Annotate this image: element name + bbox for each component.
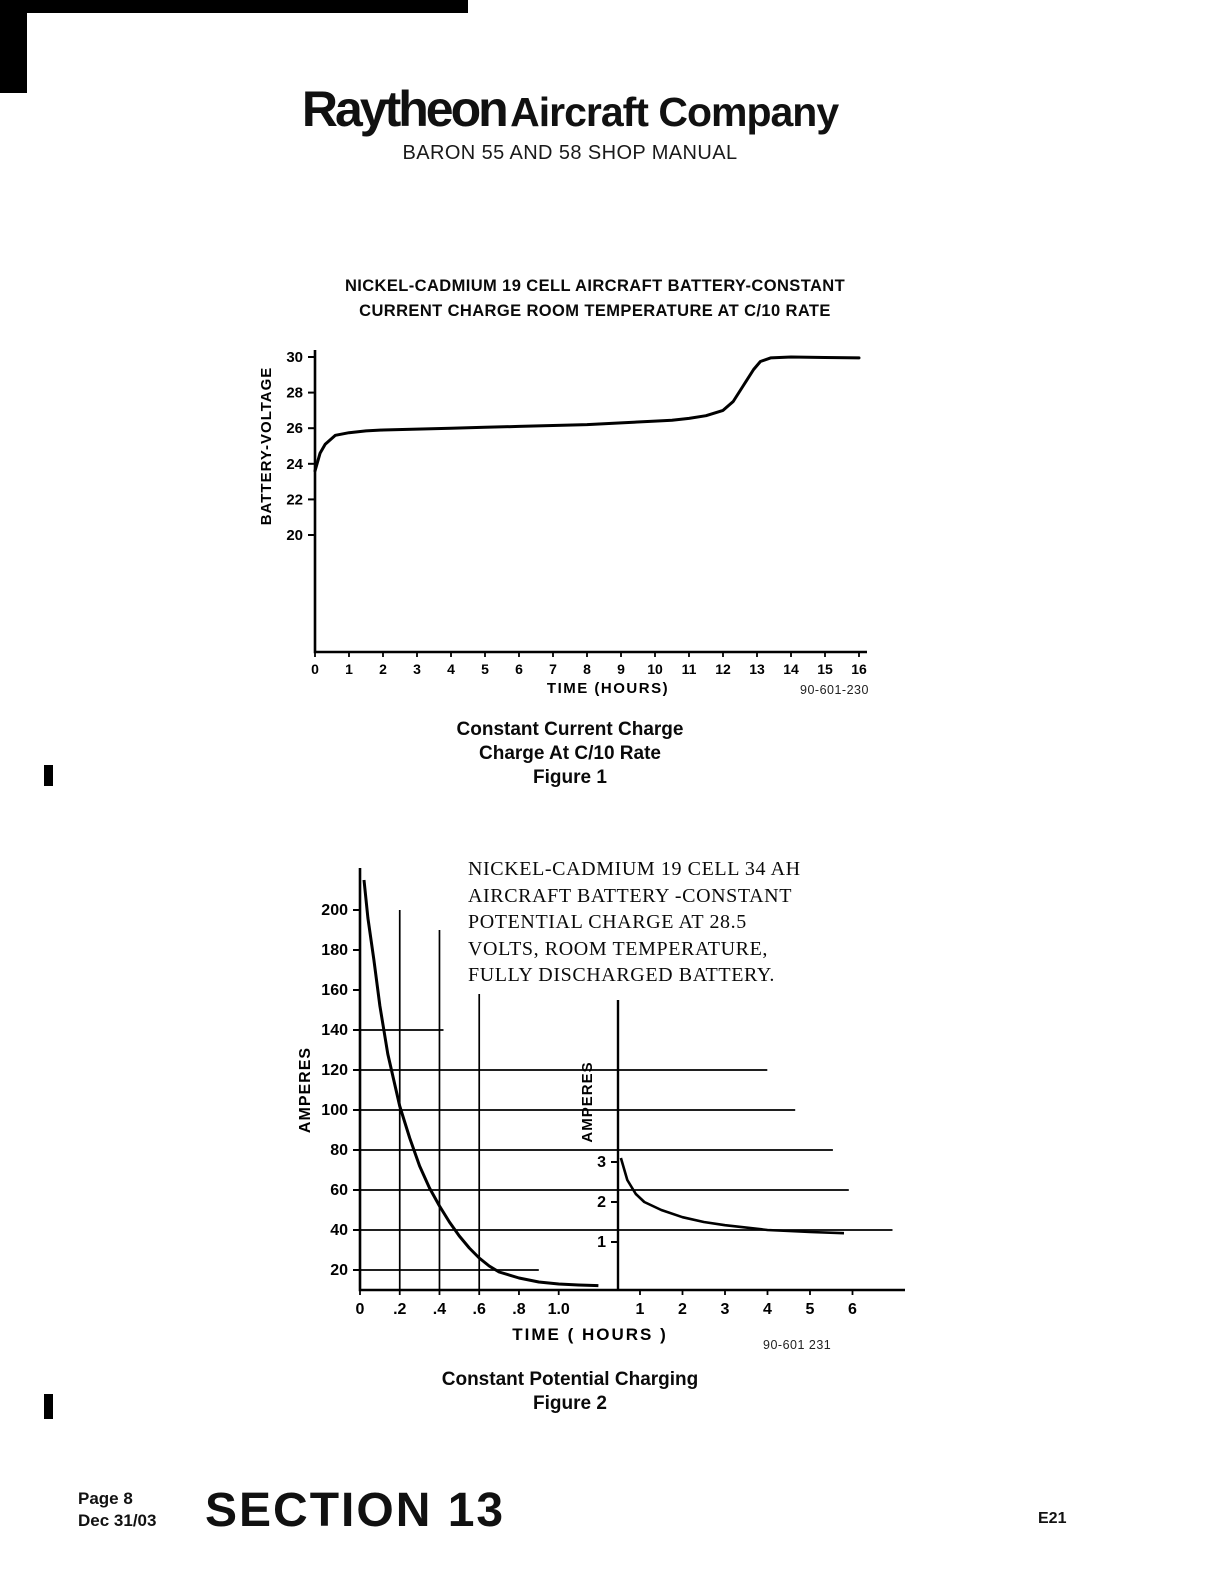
svg-text:1: 1	[345, 661, 353, 677]
svg-text:100: 100	[321, 1102, 348, 1119]
svg-text:3: 3	[413, 661, 421, 677]
svg-text:.2: .2	[393, 1301, 406, 1318]
svg-text:80: 80	[330, 1142, 348, 1159]
figure-2-caption: Constant Potential Charging Figure 2	[270, 1368, 870, 1416]
figure-2-title-line: POTENTIAL CHARGE AT 28.5	[468, 911, 747, 934]
svg-text:6: 6	[515, 661, 523, 677]
svg-text:0: 0	[356, 1301, 365, 1318]
svg-text:30: 30	[286, 349, 303, 366]
svg-text:2: 2	[678, 1301, 687, 1318]
svg-text:28: 28	[286, 385, 303, 402]
company-name: Aircraft Company	[510, 89, 839, 135]
svg-text:24: 24	[286, 456, 303, 473]
figure-2-title-line: VOLTS, ROOM TEMPERATURE,	[468, 937, 768, 960]
figure-1-title: NICKEL-CADMIUM 19 CELL AIRCRAFT BATTERY-…	[255, 274, 935, 324]
figure-1-caption-line: Charge At C/10 Rate	[479, 742, 661, 764]
svg-text:2: 2	[379, 661, 387, 677]
svg-text:1.0: 1.0	[548, 1301, 570, 1318]
svg-text:16: 16	[851, 661, 867, 677]
svg-text:.8: .8	[512, 1301, 525, 1318]
manual-title: BARON 55 AND 58 SHOP MANUAL	[402, 142, 738, 164]
svg-text:BATTERY-VOLTAGE: BATTERY-VOLTAGE	[258, 367, 275, 526]
figure-1-reference-number: 90-601-230	[800, 683, 869, 697]
scan-artifact-left-bar	[0, 0, 27, 93]
svg-text:200: 200	[321, 902, 348, 919]
company-wordmark: Raytheon Aircraft Company	[0, 80, 1140, 138]
svg-text:8: 8	[583, 661, 591, 677]
revision-mark-1	[44, 765, 53, 786]
svg-text:4: 4	[447, 661, 455, 677]
svg-text:7: 7	[549, 661, 557, 677]
svg-text:3: 3	[721, 1301, 730, 1318]
svg-text:4: 4	[763, 1301, 772, 1318]
figure-1-title-line-1: NICKEL-CADMIUM 19 CELL AIRCRAFT BATTERY-…	[344, 277, 846, 295]
svg-text:AMPERES: AMPERES	[297, 1047, 314, 1133]
svg-text:9: 9	[617, 661, 625, 677]
page-header: Raytheon Aircraft Company BARON 55 AND 5…	[0, 80, 1140, 165]
figure-1-title-line-2: CURRENT CHARGE ROOM TEMPERATURE AT C/10 …	[359, 301, 831, 320]
figure-2-title-line: FULLY DISCHARGED BATTERY.	[468, 964, 775, 987]
figure-2-title-line: AIRCRAFT BATTERY -CONSTANT	[468, 884, 793, 907]
svg-text:TIME ( HOURS ): TIME ( HOURS )	[512, 1325, 668, 1344]
svg-text:14: 14	[783, 661, 799, 677]
raytheon-logo: Raytheon	[301, 81, 509, 137]
svg-text:10: 10	[647, 661, 663, 677]
figure-2-chart: 20 40 60 80 100 120 140 160 180 200 0 .2 .4 .6 .8 1.0 1 2…	[297, 868, 905, 1344]
svg-text:26: 26	[286, 420, 303, 437]
figure-1-caption: Constant Current Charge Charge At C/10 R…	[270, 718, 870, 789]
svg-text:11: 11	[682, 661, 697, 677]
figure-2-title: NICKEL-CADMIUM 19 CELL 34 AH AIRCRAFT BA…	[468, 856, 878, 989]
svg-text:20: 20	[286, 527, 303, 544]
svg-text:5: 5	[481, 661, 489, 677]
figure-1-caption-line: Figure 1	[533, 766, 607, 788]
figure-2-caption-line: Constant Potential Charging	[441, 1369, 699, 1390]
svg-text:1: 1	[636, 1301, 645, 1318]
footer-page-number: Page 8	[78, 1489, 133, 1508]
svg-text:3: 3	[597, 1154, 606, 1171]
svg-text:1: 1	[597, 1234, 606, 1251]
svg-text:180: 180	[321, 942, 348, 959]
svg-text:6: 6	[848, 1301, 857, 1318]
scan-artifact-top-bar	[0, 0, 468, 13]
svg-text:140: 140	[321, 1022, 348, 1039]
svg-text:20: 20	[330, 1262, 348, 1279]
svg-text:AMPERES: AMPERES	[579, 1061, 596, 1142]
footer-date: Dec 31/03	[78, 1511, 157, 1530]
svg-text:0: 0	[311, 661, 319, 677]
svg-text:2: 2	[597, 1194, 606, 1211]
svg-text:60: 60	[330, 1182, 348, 1199]
svg-text:TIME (HOURS): TIME (HOURS)	[547, 680, 669, 697]
figure-2-title-line: NICKEL-CADMIUM 19 CELL 34 AH	[468, 858, 801, 880]
svg-text:.4: .4	[433, 1301, 446, 1318]
figure-1-caption-line: Constant Current Charge	[456, 719, 684, 740]
svg-text:.6: .6	[473, 1301, 486, 1318]
svg-text:5: 5	[806, 1301, 815, 1318]
svg-text:15: 15	[817, 661, 833, 677]
svg-text:13: 13	[749, 661, 765, 677]
svg-text:22: 22	[286, 491, 303, 508]
footer-code: E21	[1038, 1510, 1067, 1527]
figure-2-reference-number: 90-601 231	[763, 1338, 832, 1352]
footer-section-title: SECTION 13	[205, 1484, 506, 1537]
figure-2-caption-line: Figure 2	[533, 1392, 607, 1414]
svg-text:120: 120	[321, 1062, 348, 1079]
svg-text:160: 160	[321, 982, 348, 999]
revision-mark-2	[44, 1394, 53, 1419]
svg-text:12: 12	[715, 661, 731, 677]
svg-text:40: 40	[330, 1222, 348, 1239]
